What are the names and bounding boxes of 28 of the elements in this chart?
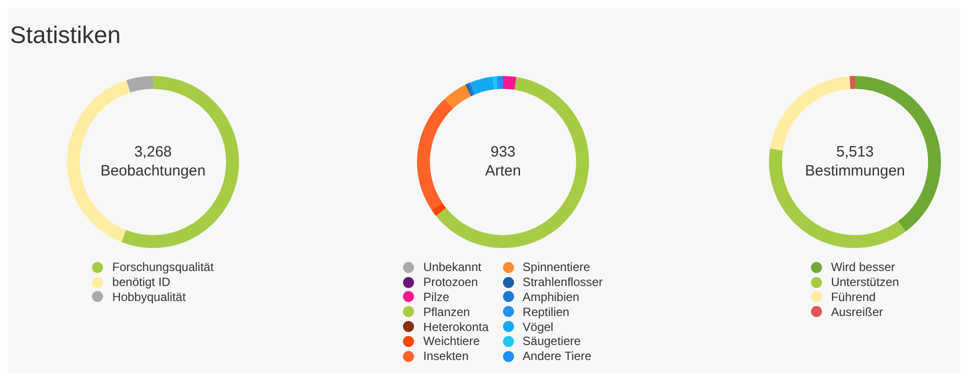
legend-label: Wird besser [830,260,895,274]
legend-label: Pflanzen [423,304,470,319]
legend-label: Vögel [522,320,554,334]
legend-label: Strahlenflosser [522,275,603,290]
text: 933 [490,144,516,161]
legend-label: Ausreißer [830,304,883,319]
legend-label: Protozoen [423,275,478,290]
text: 5,513 [836,144,874,161]
legend-label: Forschungsqualität [112,260,214,274]
legend-label: Amphibien [522,290,580,304]
legend-label: Führend [830,290,876,304]
legend-label: Andere Tiere [522,349,592,364]
legend-label: Unbekannt [423,260,482,274]
legend-label: Spinnentiere [522,260,590,274]
chart-title: Statistiken [10,22,121,50]
legend-label: Heterokonta [423,320,489,334]
legend-label: Insekten [423,349,469,364]
legend-label: Reptilien [522,304,570,319]
legend-label: Pilze [423,290,450,304]
text: Arten [485,162,521,180]
text: Bestimmungen [804,162,906,180]
legend-label: Weichtiere [423,334,480,348]
legend-label: Unterstützen [830,275,900,290]
legend-label: Hobbyqualität [112,290,186,304]
legend-label: Säugetiere [522,334,581,348]
text: 3,268 [134,144,172,161]
legend-label: benötigt ID [112,275,170,290]
text: Beobachtungen [100,162,206,180]
